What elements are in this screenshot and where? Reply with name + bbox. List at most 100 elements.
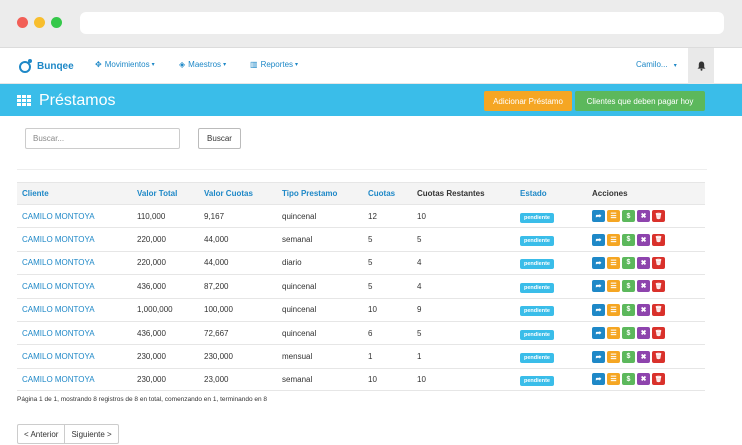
dollar-icon: $ <box>626 212 631 220</box>
share-icon: ➦ <box>595 236 602 244</box>
client-link[interactable]: CAMILO MONTOYA <box>22 235 95 245</box>
trash-action-button[interactable]: 🗑 <box>652 233 665 246</box>
clients-due-today-button[interactable]: Clientes que deben pagar hoy <box>575 91 705 111</box>
trash-action-button[interactable]: 🗑 <box>652 280 665 293</box>
dollar-icon: $ <box>626 353 631 361</box>
dollar-action-button[interactable]: $ <box>622 210 635 223</box>
list-action-button[interactable]: ☰ <box>607 303 620 316</box>
trash-action-button[interactable]: 🗑 <box>652 210 665 223</box>
share-action-button[interactable]: ➦ <box>592 303 605 316</box>
list-action-button[interactable]: ☰ <box>607 280 620 293</box>
installment-value: 23,000 <box>204 374 229 384</box>
brand[interactable]: Bunqee <box>17 58 74 74</box>
share-action-button[interactable]: ➦ <box>592 233 605 246</box>
remaining-installments: 4 <box>417 281 422 291</box>
share-action-button[interactable]: ➦ <box>592 327 605 340</box>
search-input[interactable] <box>25 128 180 149</box>
column-header-tipo-prestamo[interactable]: Tipo Prestamo <box>282 189 338 198</box>
trash-icon: 🗑 <box>654 307 663 314</box>
next-page-button[interactable]: Siguiente > <box>65 424 119 444</box>
search-button[interactable]: Buscar <box>198 128 241 149</box>
client-link[interactable]: CAMILO MONTOYA <box>22 281 95 291</box>
status-cell: pendiente <box>520 235 554 247</box>
close-action-button[interactable]: ✖ <box>637 280 650 293</box>
column-header-estado[interactable]: Estado <box>520 189 547 198</box>
list-action-button[interactable]: ☰ <box>607 210 620 223</box>
total-value: 436,000 <box>137 328 166 338</box>
notifications-button[interactable] <box>688 48 714 84</box>
close-action-button[interactable]: ✖ <box>637 373 650 386</box>
remaining-installments: 5 <box>417 235 422 245</box>
dollar-action-button[interactable]: $ <box>622 303 635 316</box>
nav-movimientos[interactable]: ✥ Movimientos ▾ <box>95 60 155 69</box>
share-icon: ➦ <box>595 259 602 267</box>
installments-count: 5 <box>368 281 373 291</box>
client-link[interactable]: CAMILO MONTOYA <box>22 328 95 338</box>
loan-type: quincenal <box>282 328 317 338</box>
status-badge: pendiente <box>520 236 554 247</box>
installments-count: 5 <box>368 235 373 245</box>
installments-count: 6 <box>368 328 373 338</box>
column-header-valor-cuotas[interactable]: Valor Cuotas <box>204 189 253 198</box>
nav-reportes[interactable]: ▥ Reportes ▾ <box>250 60 298 69</box>
trash-action-button[interactable]: 🗑 <box>652 350 665 363</box>
dollar-action-button[interactable]: $ <box>622 280 635 293</box>
dollar-action-button[interactable]: $ <box>622 327 635 340</box>
user-name: Camilo... <box>636 60 668 69</box>
dollar-action-button[interactable]: $ <box>622 373 635 386</box>
trash-action-button[interactable]: 🗑 <box>652 303 665 316</box>
close-action-button[interactable]: ✖ <box>637 303 650 316</box>
trash-action-button[interactable]: 🗑 <box>652 256 665 269</box>
share-action-button[interactable]: ➦ <box>592 350 605 363</box>
close-action-button[interactable]: ✖ <box>637 256 650 269</box>
share-icon: ➦ <box>595 353 602 361</box>
address-bar[interactable] <box>80 12 724 34</box>
share-action-button[interactable]: ➦ <box>592 256 605 269</box>
share-action-button[interactable]: ➦ <box>592 373 605 386</box>
add-loan-button[interactable]: Adicionar Préstamo <box>484 91 572 111</box>
dollar-action-button[interactable]: $ <box>622 350 635 363</box>
column-header-cliente[interactable]: Cliente <box>22 189 49 198</box>
trash-action-button[interactable]: 🗑 <box>652 327 665 340</box>
previous-page-button[interactable]: < Anterior <box>17 424 66 444</box>
close-window-button[interactable] <box>17 17 28 28</box>
installment-value: 44,000 <box>204 235 229 245</box>
total-value: 220,000 <box>137 258 166 268</box>
status-badge: pendiente <box>520 282 554 293</box>
client-link[interactable]: CAMILO MONTOYA <box>22 305 95 315</box>
share-action-button[interactable]: ➦ <box>592 280 605 293</box>
trash-icon: 🗑 <box>654 376 663 383</box>
table-row: CAMILO MONTOYA 220,000 44,000 semanal 5 5 pend… <box>17 227 705 250</box>
share-action-button[interactable]: ➦ <box>592 210 605 223</box>
row-actions: ➦ ☰ $ ✖ 🗑 <box>592 373 665 386</box>
client-link[interactable]: CAMILO MONTOYA <box>22 352 95 362</box>
maximize-window-button[interactable] <box>51 17 62 28</box>
list-action-button[interactable]: ☰ <box>607 256 620 269</box>
list-action-button[interactable]: ☰ <box>607 373 620 386</box>
nav-maestros[interactable]: ◈ Maestros ▾ <box>179 60 226 69</box>
page-title: Préstamos <box>39 92 116 109</box>
user-menu[interactable]: Camilo... ▾ <box>636 60 677 69</box>
close-action-button[interactable]: ✖ <box>637 233 650 246</box>
close-action-button[interactable]: ✖ <box>637 350 650 363</box>
dollar-action-button[interactable]: $ <box>622 233 635 246</box>
share-icon: ➦ <box>595 306 602 314</box>
column-header-cuotas[interactable]: Cuotas <box>368 189 396 198</box>
close-action-button[interactable]: ✖ <box>637 210 650 223</box>
close-action-button[interactable]: ✖ <box>637 327 650 340</box>
client-link[interactable]: CAMILO MONTOYA <box>22 211 95 221</box>
trash-action-button[interactable]: 🗑 <box>652 373 665 386</box>
list-action-button[interactable]: ☰ <box>607 233 620 246</box>
loan-type: quincenal <box>282 211 317 221</box>
list-action-button[interactable]: ☰ <box>607 350 620 363</box>
minimize-window-button[interactable] <box>34 17 45 28</box>
client-link[interactable]: CAMILO MONTOYA <box>22 374 95 384</box>
client-link[interactable]: CAMILO MONTOYA <box>22 258 95 268</box>
dollar-action-button[interactable]: $ <box>622 256 635 269</box>
list-action-button[interactable]: ☰ <box>607 327 620 340</box>
installments-count: 12 <box>368 211 377 221</box>
column-header-valor-total[interactable]: Valor Total <box>137 189 178 198</box>
row-actions: ➦ ☰ $ ✖ 🗑 <box>592 327 665 340</box>
browser-chrome <box>0 0 742 48</box>
table-row: CAMILO MONTOYA 1,000,000 100,000 quincenal 1… <box>17 297 705 321</box>
